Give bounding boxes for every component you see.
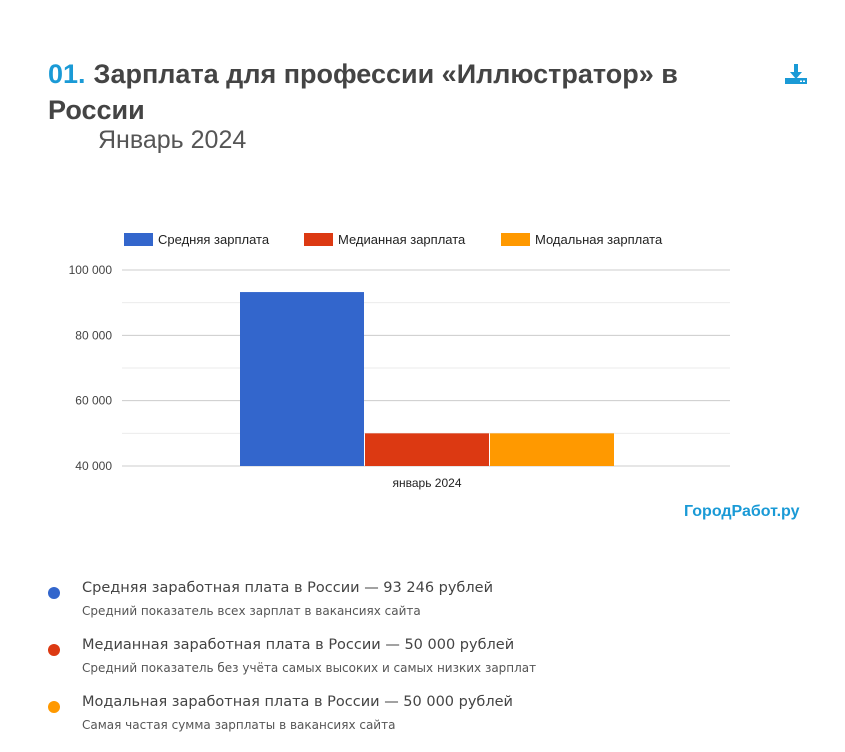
summary-desc: Самая частая сумма зарплаты в вакансиях … [82, 718, 396, 732]
bar-3 [490, 433, 614, 466]
brand-logo[interactable]: ГородРабот.ру [684, 503, 800, 520]
x-tick-label: январь 2024 [393, 476, 462, 490]
legend-label: Модальная зарплата [535, 232, 663, 247]
summary-title: Медианная заработная плата в России — 50… [82, 637, 515, 653]
bar-1 [240, 292, 364, 466]
summary-desc: Средний показатель всех зарплат в ваканс… [82, 604, 421, 618]
summary-desc: Средний показатель без учёта самых высок… [82, 661, 537, 675]
legend-label: Медианная зарплата [338, 232, 466, 247]
bar-chart: 40 000 60 000 80 000 100 000 Средняя зарплат… [69, 232, 730, 490]
legend-label: Средняя зарплата [158, 232, 270, 247]
bullet-icon [48, 644, 60, 656]
y-tick-label: 80 000 [75, 328, 112, 342]
bullet-icon [48, 587, 60, 599]
summary-title: Средняя заработная плата в России — 93 2… [82, 580, 493, 596]
download-icon [785, 64, 807, 84]
page-subtitle: Январь 2024 [98, 126, 247, 154]
y-tick-label: 100 000 [69, 263, 113, 277]
page-title: 01. Зарплата для профессии «Иллюстратор» … [48, 56, 748, 128]
legend-swatch [304, 233, 333, 246]
summary-title: Модальная заработная плата в России — 50… [82, 694, 513, 710]
y-tick-label: 40 000 [75, 459, 112, 473]
section-number: 01. [48, 59, 86, 89]
legend-swatch [124, 233, 153, 246]
y-tick-label: 60 000 [75, 394, 112, 408]
legend-swatch [501, 233, 530, 246]
title-text: Зарплата для профессии «Иллюстратор» в Р… [48, 59, 678, 125]
download-button[interactable] [784, 62, 808, 86]
bullet-icon [48, 701, 60, 713]
bar-2 [365, 433, 489, 466]
